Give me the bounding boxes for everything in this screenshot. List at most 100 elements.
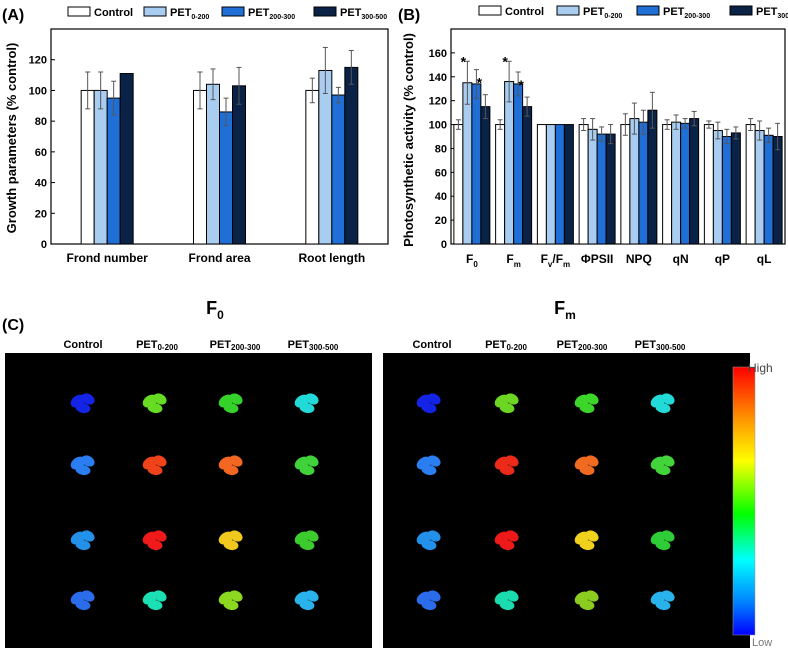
frond-lobe xyxy=(305,455,319,467)
frond xyxy=(574,590,599,611)
legend-label-2: PET200-300 xyxy=(248,7,295,21)
frond xyxy=(70,590,95,611)
frond-lobe xyxy=(505,590,519,602)
column-header: Control xyxy=(412,339,451,351)
legend-swatch-0 xyxy=(478,5,502,16)
frond xyxy=(142,530,167,551)
legend-swatch-2 xyxy=(636,5,660,16)
bar xyxy=(596,133,607,245)
frond-lobe xyxy=(223,464,239,476)
frond xyxy=(574,530,599,551)
x-tick-label-base: ΦPSII xyxy=(581,252,614,266)
frond xyxy=(218,393,243,414)
legend-swatch-3 xyxy=(729,5,753,16)
frond-lobe xyxy=(81,455,95,467)
frond-lobe xyxy=(427,590,441,602)
frond-lobe xyxy=(299,539,315,551)
frond-lobe xyxy=(305,530,319,542)
frond-lobe xyxy=(661,530,675,542)
bar xyxy=(671,121,682,245)
panel-a-y-axis-title: Growth parameters (% control) xyxy=(4,43,19,234)
x-tick-label-base: qN xyxy=(673,252,689,266)
frond-lobe xyxy=(499,464,515,476)
frond xyxy=(218,455,243,476)
frond xyxy=(142,455,167,476)
column-header-base: PET xyxy=(136,339,158,351)
column-header-base: Control xyxy=(63,339,102,351)
legend-label-sub: 0-200 xyxy=(191,14,209,21)
x-tick-label-sub: m xyxy=(514,260,521,269)
column-header-base: PET xyxy=(210,339,232,351)
frond xyxy=(650,393,675,414)
legend-label-base: Control xyxy=(94,7,133,19)
bar xyxy=(232,85,246,245)
colorbar xyxy=(732,366,756,636)
f0-title-base: F xyxy=(206,298,217,318)
bar xyxy=(331,94,346,245)
frond-lobe xyxy=(655,464,671,476)
frond-lobe xyxy=(661,455,675,467)
legend-label-0: Control xyxy=(94,7,133,19)
legend-label-base: PET xyxy=(340,7,362,19)
bar xyxy=(772,136,783,245)
x-tick-label: Fv/Fm xyxy=(541,252,571,269)
legend-label-3: PET300-500 xyxy=(756,6,788,20)
y-tick-label: 20 xyxy=(435,215,447,227)
bar xyxy=(662,124,673,245)
bar xyxy=(193,89,207,245)
column-header: PET200-300 xyxy=(557,339,608,352)
x-tick-label: qN xyxy=(673,252,689,266)
frond-lobe xyxy=(655,599,671,611)
bar xyxy=(620,124,631,245)
y-tick-label: 60 xyxy=(35,147,47,159)
frond-lobe xyxy=(585,393,599,405)
frond-lobe xyxy=(75,599,91,611)
frond xyxy=(142,393,167,414)
column-header: PET200-300 xyxy=(210,339,261,352)
x-tick-label: Fm xyxy=(506,252,520,269)
frond xyxy=(294,393,319,414)
column-header-base: PET xyxy=(485,339,507,351)
colorbar-high-label: High xyxy=(748,361,773,375)
column-header-base: Control xyxy=(412,339,451,351)
frond-lobe xyxy=(223,539,239,551)
frond-lobe xyxy=(579,402,595,414)
fm-title-sub: m xyxy=(565,308,576,322)
column-header: PET300-500 xyxy=(288,339,339,352)
x-tick-label: Root length xyxy=(299,251,366,265)
bar xyxy=(647,109,658,245)
frond xyxy=(70,393,95,414)
x-tick-label: NPQ xyxy=(626,252,652,266)
x-tick-label-base: qP xyxy=(715,252,730,266)
bar xyxy=(605,133,616,245)
significance-marker: * xyxy=(461,53,467,69)
bar xyxy=(587,128,598,245)
frond-lobe xyxy=(661,393,675,405)
frond-lobe xyxy=(229,455,243,467)
frond-lobe xyxy=(147,599,163,611)
column-header-sub: 200-300 xyxy=(578,343,608,352)
legend-label-base: PET xyxy=(756,6,778,18)
bar xyxy=(554,124,565,245)
column-header-base: PET xyxy=(635,339,657,351)
frond xyxy=(494,393,519,414)
legend-label-2: PET200-300 xyxy=(663,6,710,20)
frond-lobe xyxy=(427,530,441,542)
frond xyxy=(574,455,599,476)
y-tick-label: 140 xyxy=(429,72,447,84)
frond xyxy=(70,530,95,551)
panel-b: (B) ControlPET0-200PET200-300PET300-500 … xyxy=(398,5,788,269)
y-tick-label: 100 xyxy=(429,120,447,132)
bar xyxy=(522,106,533,245)
frond-lobe xyxy=(427,455,441,467)
frond-lobe xyxy=(305,393,319,405)
bar xyxy=(689,118,700,245)
plot-frame xyxy=(450,28,786,245)
frond-lobe xyxy=(299,402,315,414)
x-tick-label: Frond area xyxy=(188,251,250,265)
column-header: PET300-500 xyxy=(635,339,686,352)
frond-lobe xyxy=(499,539,515,551)
frond-lobe xyxy=(427,393,441,405)
x-tick-label-base: F xyxy=(541,252,548,266)
